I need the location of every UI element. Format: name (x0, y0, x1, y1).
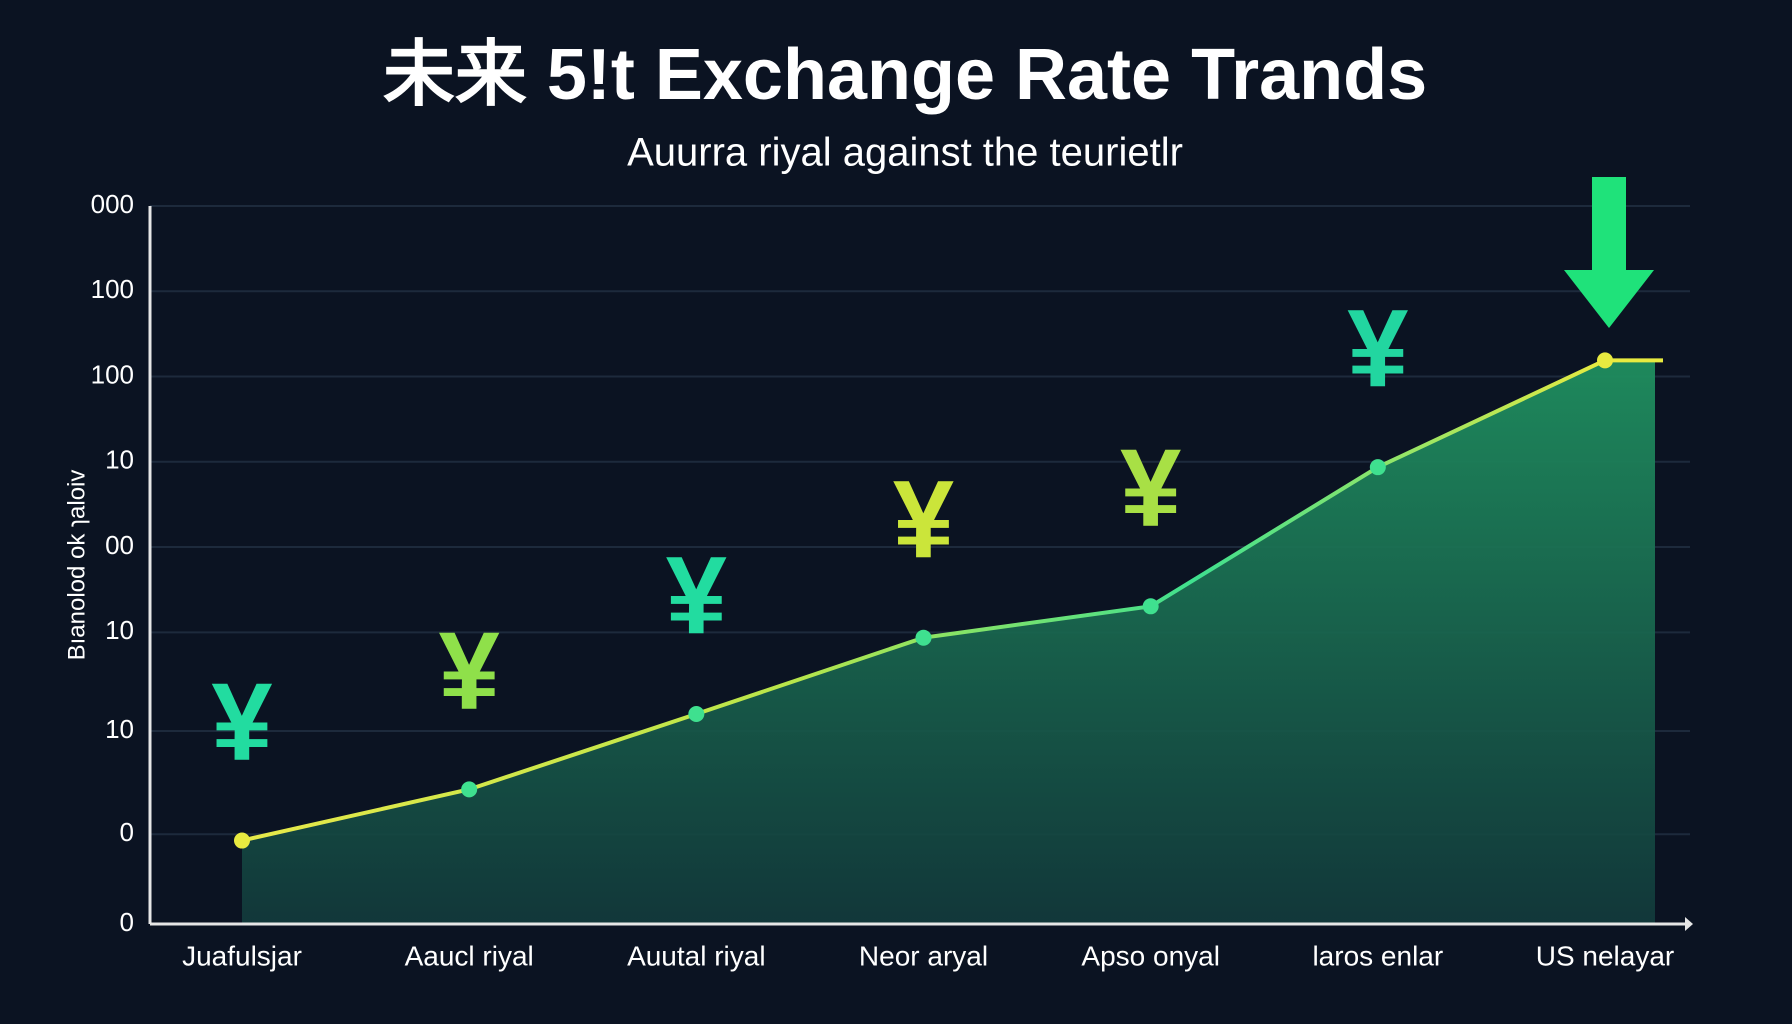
x-tick-label: Auutal riyal (627, 940, 766, 971)
area (242, 360, 1655, 924)
x-axis-arrow (1685, 917, 1693, 931)
yen-symbol: ¥ (893, 458, 954, 581)
data-point (1369, 459, 1386, 476)
x-tick-label: laros enlar (1312, 940, 1443, 971)
y-tick-label: 100 (91, 274, 134, 304)
chart-subtitle: Auurra riyal against the teurietlr (627, 131, 1183, 175)
yen-symbol: ¥ (1347, 287, 1408, 410)
down-arrow (1564, 177, 1654, 328)
chart-title: 未来 5!t Exchange Rate Trands (383, 35, 1427, 115)
data-point (1142, 598, 1159, 615)
y-tick-label: 0 (120, 817, 134, 847)
x-tick-label: US nelayar (1536, 940, 1675, 971)
data-point (915, 629, 932, 646)
yen-symbol: ¥ (1120, 426, 1181, 549)
y-tick-label: 100 (91, 359, 134, 389)
x-tick-label: Apso onyal (1081, 940, 1220, 971)
y-tick-label: 000 (91, 189, 134, 219)
data-point (688, 705, 705, 722)
y-axis-label: Bıanolod ok ɿaloiv (63, 470, 90, 661)
data-point (1597, 352, 1613, 369)
yen-symbol: ¥ (439, 609, 500, 732)
y-tick-label: 0 (120, 907, 134, 937)
y-tick-label: 10 (105, 714, 134, 744)
x-tick-label: Juafulsjar (182, 940, 302, 971)
plot (234, 352, 1663, 924)
data-point (461, 781, 478, 798)
y-tick-label: 10 (105, 615, 134, 645)
yen-symbol: ¥ (666, 534, 727, 657)
y-tick-label: 00 (105, 530, 134, 560)
yen-symbol: ¥ (211, 661, 272, 784)
y-tick-label: 10 (105, 445, 134, 475)
x-tick-label: Aaucl riyal (405, 940, 534, 971)
data-point (234, 832, 250, 849)
x-tick-label: Neor aryal (859, 940, 988, 971)
